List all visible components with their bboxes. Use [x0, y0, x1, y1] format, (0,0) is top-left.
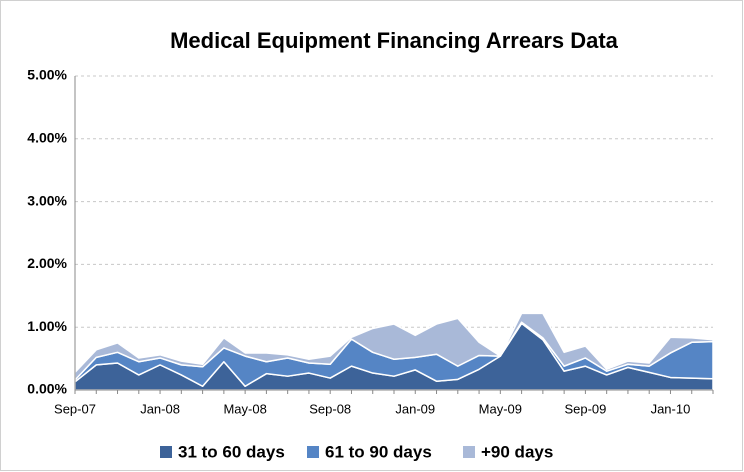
x-tick-label: Jan-09 — [395, 401, 435, 416]
area — [74, 312, 714, 381]
y-tick-label: 0.00% — [27, 381, 67, 397]
x-tick-label: May-09 — [479, 401, 522, 416]
legend-swatch — [307, 446, 319, 458]
chart-title: Medical Equipment Financing Arrears Data — [170, 28, 619, 53]
x-tick-label: Jan-08 — [140, 401, 180, 416]
x-tick-label: Sep-08 — [309, 401, 351, 416]
y-tick-label: 4.00% — [27, 130, 67, 146]
legend-swatch — [463, 446, 475, 458]
legend-label: 61 to 90 days — [325, 442, 432, 461]
x-tick-label: May-08 — [223, 401, 266, 416]
y-tick-label: 3.00% — [27, 192, 67, 208]
legend-label: 31 to 60 days — [178, 442, 285, 461]
y-tick-label: 1.00% — [27, 318, 67, 334]
y-tick-label: 2.00% — [27, 255, 67, 271]
legend-label: +90 days — [481, 442, 553, 461]
x-tick-label: Sep-09 — [564, 401, 606, 416]
legend-swatch — [160, 446, 172, 458]
y-tick-label: 5.00% — [27, 67, 67, 83]
x-tick-label: Sep-07 — [54, 401, 96, 416]
x-tick-label: Jan-10 — [651, 401, 691, 416]
